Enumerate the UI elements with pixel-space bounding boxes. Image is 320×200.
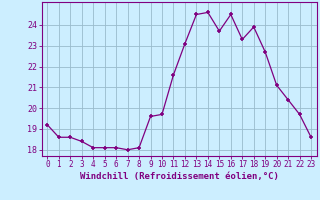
X-axis label: Windchill (Refroidissement éolien,°C): Windchill (Refroidissement éolien,°C) (80, 172, 279, 181)
